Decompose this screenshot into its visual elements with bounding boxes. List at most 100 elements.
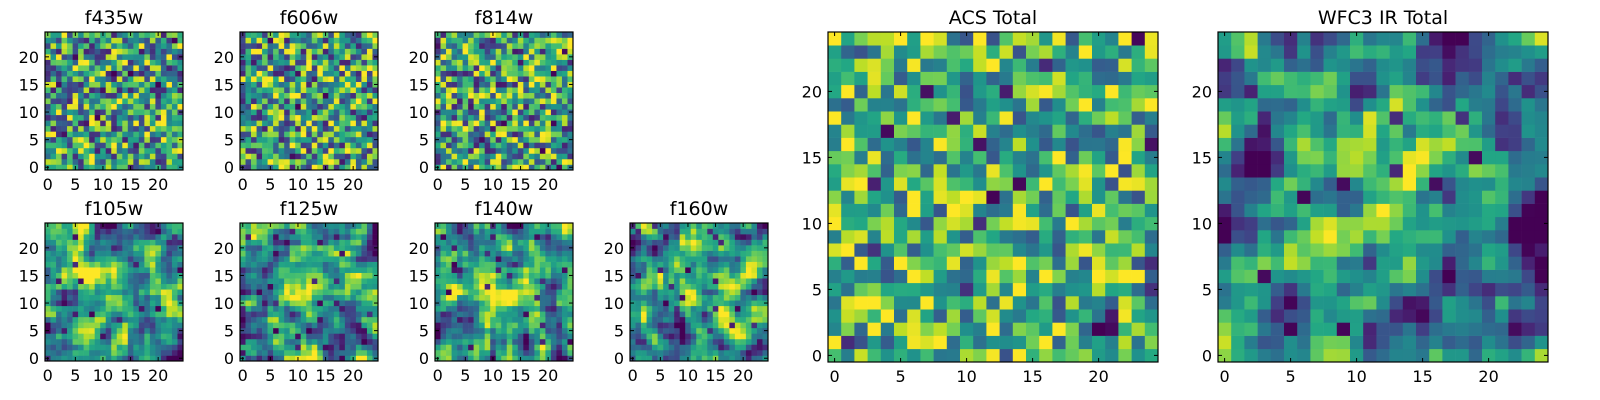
heatmap-cell bbox=[561, 278, 568, 285]
heatmap-cell bbox=[122, 228, 129, 235]
heatmap-cell bbox=[539, 267, 546, 273]
heatmap-cell bbox=[361, 98, 368, 105]
heatmap-cell bbox=[171, 98, 178, 105]
heatmap-cell bbox=[550, 87, 557, 94]
heatmap-cell bbox=[278, 267, 285, 273]
heatmap-cell bbox=[295, 125, 302, 132]
heatmap-cell bbox=[495, 125, 502, 132]
heatmap-cell bbox=[311, 294, 318, 301]
heatmap-cell bbox=[1065, 216, 1080, 231]
heatmap-cell bbox=[155, 48, 162, 55]
heatmap-cell bbox=[440, 223, 447, 229]
heatmap-cell bbox=[350, 272, 357, 279]
heatmap-cell bbox=[718, 333, 725, 340]
heatmap-cell bbox=[160, 349, 167, 356]
heatmap-cell bbox=[83, 37, 90, 44]
heatmap-cell bbox=[245, 32, 252, 38]
heatmap-cell bbox=[100, 103, 107, 110]
heatmap-cell bbox=[311, 43, 318, 49]
heatmap-cell bbox=[83, 158, 90, 165]
heatmap-cell bbox=[111, 300, 118, 307]
heatmap-cell bbox=[372, 261, 379, 268]
heatmap-cell bbox=[495, 305, 502, 312]
heatmap-cell bbox=[446, 109, 452, 116]
heatmap-cell bbox=[451, 136, 458, 143]
heatmap-cell bbox=[122, 70, 129, 77]
heatmap-cell bbox=[1131, 335, 1146, 350]
heatmap-cell bbox=[512, 125, 519, 132]
heatmap-cell bbox=[933, 309, 948, 323]
heatmap-cell bbox=[479, 338, 485, 345]
heatmap-cell bbox=[245, 349, 252, 356]
heatmap-cell bbox=[657, 261, 664, 268]
heatmap-cell bbox=[45, 37, 51, 44]
heatmap-cell bbox=[506, 300, 513, 307]
heatmap-cell bbox=[523, 32, 530, 38]
y-tick-label: 20 bbox=[409, 48, 429, 67]
heatmap-cell bbox=[462, 125, 469, 132]
heatmap-cell bbox=[317, 316, 324, 323]
heatmap-cell bbox=[251, 59, 257, 66]
heatmap-cell bbox=[1131, 269, 1146, 284]
heatmap-cell bbox=[317, 272, 324, 279]
heatmap-cell bbox=[468, 250, 474, 257]
heatmap-cell bbox=[523, 305, 530, 312]
heatmap-cell bbox=[144, 32, 151, 38]
heatmap-cell bbox=[78, 114, 84, 121]
heatmap-cell bbox=[630, 289, 636, 296]
x-tick-label: 20 bbox=[538, 366, 558, 385]
heatmap-cell bbox=[67, 164, 73, 171]
heatmap-cell bbox=[45, 76, 51, 82]
heatmap-cell bbox=[986, 282, 1000, 297]
heatmap-cell bbox=[355, 338, 362, 345]
heatmap-cell bbox=[556, 223, 563, 229]
heatmap-cell bbox=[451, 234, 458, 240]
heatmap-cell bbox=[523, 283, 530, 290]
heatmap-cell bbox=[479, 54, 485, 60]
heatmap-cell bbox=[854, 164, 868, 178]
heatmap-cell bbox=[550, 267, 557, 273]
heatmap-cell bbox=[457, 272, 463, 279]
heatmap-cell bbox=[144, 267, 151, 273]
heatmap-cell bbox=[1012, 256, 1027, 270]
heatmap-cell bbox=[517, 261, 524, 268]
heatmap-cell bbox=[56, 300, 62, 307]
heatmap-cell bbox=[61, 142, 68, 149]
heatmap-cell bbox=[1118, 190, 1132, 204]
heatmap-cell bbox=[523, 136, 530, 143]
heatmap-cell bbox=[446, 267, 452, 273]
heatmap-cell bbox=[657, 305, 664, 312]
heatmap-cell bbox=[78, 322, 84, 329]
heatmap-cell bbox=[67, 158, 73, 165]
heatmap-cell bbox=[333, 322, 340, 329]
heatmap-cell bbox=[240, 305, 246, 312]
y-tick-label: 5 bbox=[224, 322, 234, 341]
heatmap-cell bbox=[854, 296, 868, 310]
heatmap-cell bbox=[339, 305, 346, 312]
heatmap-cell bbox=[685, 311, 692, 318]
heatmap-cell bbox=[440, 142, 447, 149]
heatmap-cell bbox=[251, 234, 257, 240]
heatmap-cell bbox=[517, 87, 524, 94]
heatmap-cell bbox=[166, 109, 173, 116]
heatmap-cell bbox=[273, 37, 279, 44]
heatmap-cell bbox=[762, 256, 769, 262]
heatmap-cell bbox=[306, 311, 313, 318]
heatmap-cell bbox=[256, 223, 263, 229]
heatmap-cell bbox=[657, 294, 664, 301]
heatmap-cell bbox=[501, 261, 508, 268]
heatmap-cell bbox=[61, 349, 68, 356]
heatmap-cell bbox=[45, 278, 51, 285]
heatmap-cell bbox=[311, 142, 318, 149]
heatmap-cell bbox=[166, 70, 173, 77]
heatmap-cell bbox=[907, 203, 921, 218]
heatmap-cell bbox=[490, 239, 497, 246]
heatmap-cell bbox=[350, 131, 357, 138]
heatmap-cell bbox=[534, 289, 541, 296]
heatmap-cell bbox=[539, 316, 546, 323]
heatmap-cell bbox=[273, 261, 279, 268]
heatmap-cell bbox=[111, 153, 118, 160]
heatmap-cell bbox=[479, 278, 485, 285]
heatmap-cell bbox=[506, 278, 513, 285]
heatmap-cell bbox=[273, 147, 279, 154]
